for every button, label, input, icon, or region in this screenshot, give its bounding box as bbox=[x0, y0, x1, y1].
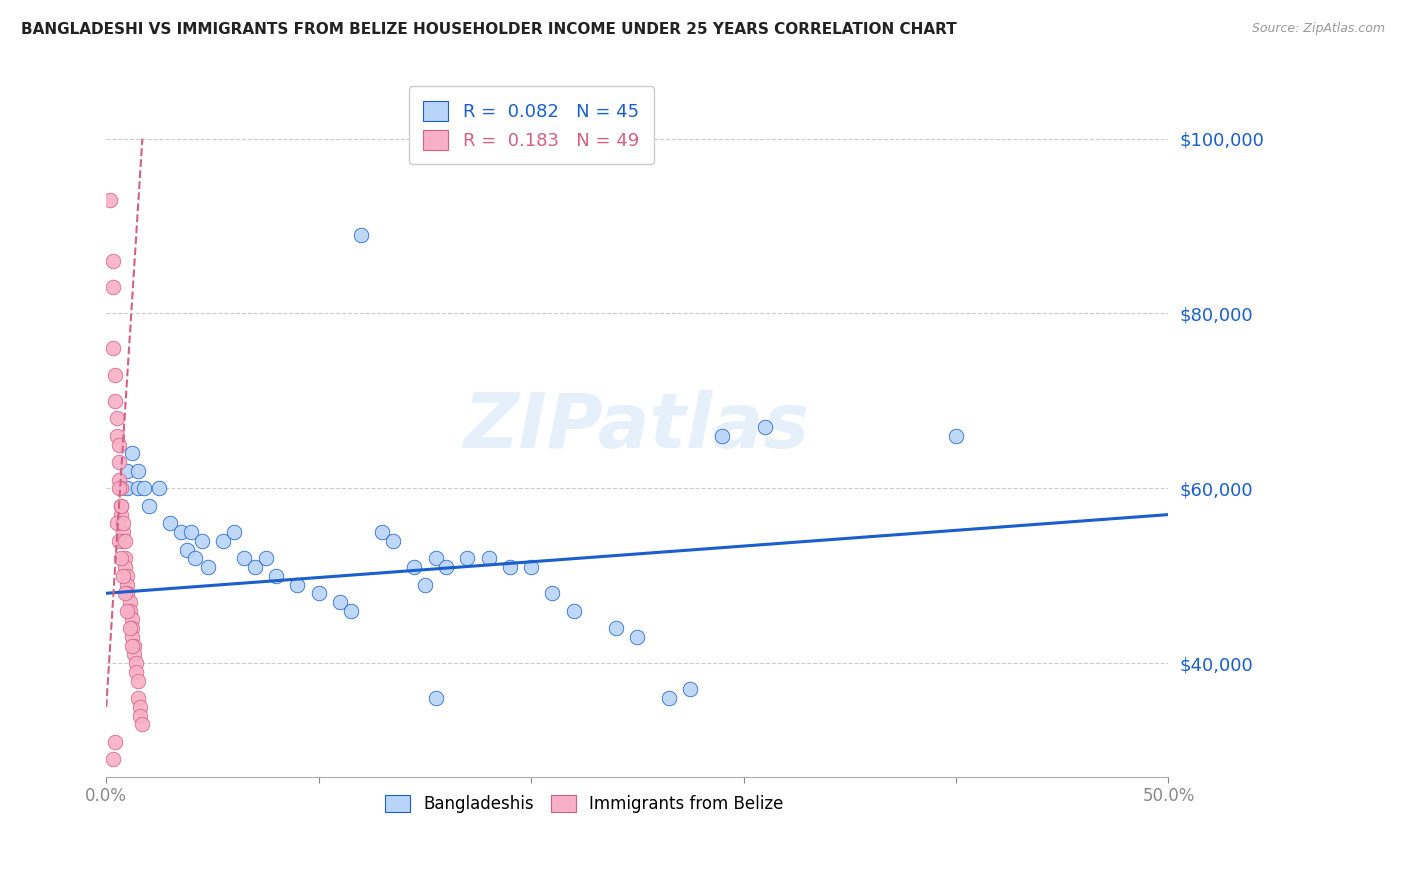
Point bbox=[108, 455, 131, 469]
Point bbox=[110, 508, 132, 522]
Point bbox=[541, 586, 564, 600]
Point bbox=[254, 551, 277, 566]
Point bbox=[350, 227, 373, 242]
Point bbox=[138, 499, 160, 513]
Point bbox=[101, 752, 124, 766]
Point bbox=[197, 560, 219, 574]
Point bbox=[112, 524, 135, 539]
Point bbox=[425, 551, 447, 566]
Point bbox=[122, 648, 145, 662]
Point bbox=[413, 577, 436, 591]
Point bbox=[108, 473, 131, 487]
Point bbox=[184, 551, 207, 566]
Point bbox=[456, 551, 478, 566]
Point bbox=[945, 429, 967, 443]
Point bbox=[112, 533, 135, 548]
Point bbox=[212, 533, 235, 548]
Point bbox=[169, 524, 191, 539]
Text: Source: ZipAtlas.com: Source: ZipAtlas.com bbox=[1251, 22, 1385, 36]
Point bbox=[499, 560, 522, 574]
Point bbox=[104, 368, 127, 382]
Point bbox=[371, 524, 394, 539]
Point bbox=[121, 639, 143, 653]
Point bbox=[114, 551, 136, 566]
Point bbox=[127, 691, 149, 706]
Point bbox=[159, 516, 181, 531]
Point bbox=[754, 420, 776, 434]
Point bbox=[129, 708, 152, 723]
Point bbox=[112, 568, 135, 582]
Point bbox=[243, 560, 266, 574]
Point bbox=[117, 568, 139, 582]
Point bbox=[127, 464, 149, 478]
Point bbox=[117, 586, 139, 600]
Point bbox=[233, 551, 256, 566]
Point bbox=[100, 193, 122, 207]
Point bbox=[382, 533, 405, 548]
Point bbox=[114, 533, 136, 548]
Point bbox=[118, 595, 141, 609]
Point bbox=[134, 481, 156, 495]
Point bbox=[658, 691, 681, 706]
Point bbox=[339, 604, 361, 618]
Point bbox=[131, 717, 153, 731]
Point bbox=[118, 604, 141, 618]
Point bbox=[562, 604, 585, 618]
Point bbox=[129, 700, 152, 714]
Point bbox=[121, 613, 143, 627]
Point bbox=[105, 429, 128, 443]
Point bbox=[605, 621, 627, 635]
Point bbox=[329, 595, 352, 609]
Point bbox=[711, 429, 734, 443]
Point bbox=[127, 673, 149, 688]
Point bbox=[121, 630, 143, 644]
Point bbox=[148, 481, 170, 495]
Point bbox=[110, 551, 132, 566]
Point bbox=[434, 560, 457, 574]
Point bbox=[110, 499, 132, 513]
Text: ZIPatlas: ZIPatlas bbox=[464, 390, 810, 464]
Point bbox=[121, 446, 143, 460]
Point bbox=[125, 657, 148, 671]
Point bbox=[308, 586, 330, 600]
Point bbox=[110, 481, 132, 495]
Point bbox=[404, 560, 426, 574]
Point bbox=[108, 437, 131, 451]
Point bbox=[101, 342, 124, 356]
Point bbox=[264, 568, 287, 582]
Point bbox=[104, 393, 127, 408]
Point bbox=[118, 621, 141, 635]
Point bbox=[110, 499, 132, 513]
Point bbox=[127, 481, 149, 495]
Point bbox=[679, 682, 702, 697]
Point bbox=[114, 586, 136, 600]
Point bbox=[287, 577, 309, 591]
Point bbox=[105, 411, 128, 425]
Point bbox=[180, 524, 202, 539]
Point bbox=[101, 254, 124, 268]
Point bbox=[626, 630, 648, 644]
Point bbox=[108, 481, 131, 495]
Point bbox=[117, 481, 139, 495]
Point bbox=[112, 516, 135, 531]
Point bbox=[176, 542, 198, 557]
Point bbox=[478, 551, 501, 566]
Point bbox=[121, 621, 143, 635]
Point bbox=[122, 639, 145, 653]
Point bbox=[105, 516, 128, 531]
Point bbox=[108, 533, 131, 548]
Point bbox=[520, 560, 543, 574]
Point bbox=[101, 280, 124, 294]
Legend: Bangladeshis, Immigrants from Belize: Bangladeshis, Immigrants from Belize bbox=[374, 783, 794, 824]
Point bbox=[104, 735, 127, 749]
Point bbox=[114, 560, 136, 574]
Point bbox=[191, 533, 214, 548]
Text: BANGLADESHI VS IMMIGRANTS FROM BELIZE HOUSEHOLDER INCOME UNDER 25 YEARS CORRELAT: BANGLADESHI VS IMMIGRANTS FROM BELIZE HO… bbox=[21, 22, 957, 37]
Point bbox=[125, 665, 148, 679]
Point bbox=[117, 577, 139, 591]
Point bbox=[117, 464, 139, 478]
Point bbox=[222, 524, 245, 539]
Point bbox=[117, 604, 139, 618]
Point bbox=[425, 691, 447, 706]
